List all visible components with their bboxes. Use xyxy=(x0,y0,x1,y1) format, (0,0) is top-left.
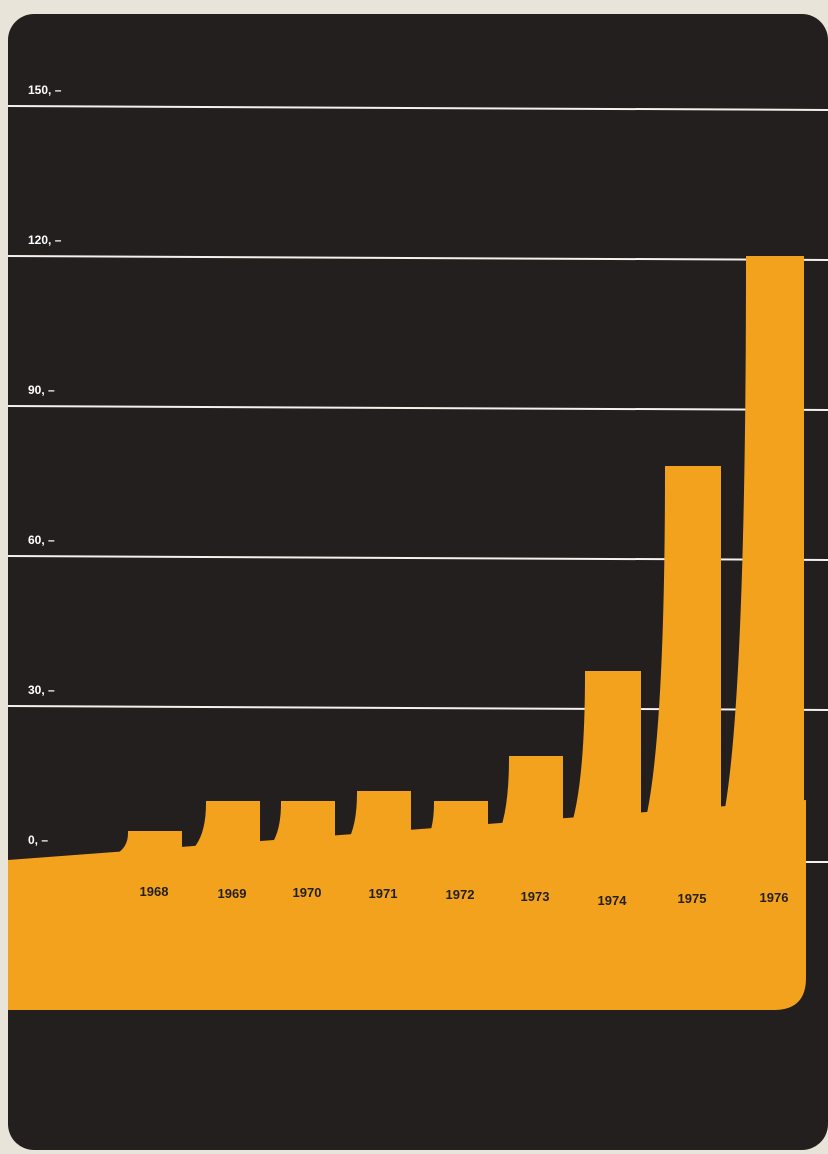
bar-1971 xyxy=(315,791,411,860)
bar-1973 xyxy=(467,756,563,860)
x-tick-label-1972: 1972 xyxy=(446,887,475,902)
x-tick-label-1974: 1974 xyxy=(598,893,628,908)
gridline-150 xyxy=(8,105,828,111)
y-tick-label-90: 90, – xyxy=(28,383,55,397)
bar-1974 xyxy=(543,671,641,860)
y-tick-label-30: 30, – xyxy=(28,683,55,697)
x-tick-label-1976: 1976 xyxy=(760,890,789,905)
x-tick-label-1970: 1970 xyxy=(293,885,322,900)
bar-1970 xyxy=(239,801,335,860)
bar-1968 xyxy=(86,831,182,860)
chart-card: 0, – 30, – 60, – 90, – 120, – 150, – 1968 1969 1… xyxy=(8,14,828,1150)
y-tick-label-0: 0, – xyxy=(28,833,48,847)
y-tick-label-120: 120, – xyxy=(28,233,62,247)
bar-1976 xyxy=(704,256,804,860)
bar-chart: 0, – 30, – 60, – 90, – 120, – 150, – 1968 1969 1… xyxy=(8,83,828,1010)
bar-1969 xyxy=(164,801,260,860)
y-tick-label-150: 150, – xyxy=(28,83,62,97)
gridline-120 xyxy=(8,255,828,261)
chart-layer: 0, – 30, – 60, – 90, – 120, – 150, – 1968 1969 1… xyxy=(8,83,828,1010)
x-tick-label-1973: 1973 xyxy=(521,889,550,904)
x-tick-label-1968: 1968 xyxy=(140,884,169,899)
x-tick-label-1971: 1971 xyxy=(369,886,398,901)
gridline-90 xyxy=(8,405,828,411)
bar-1972 xyxy=(392,801,488,860)
y-tick-label-60: 60, – xyxy=(28,533,55,547)
bar-1975 xyxy=(623,466,721,860)
x-tick-label-1969: 1969 xyxy=(218,886,247,901)
x-tick-label-1975: 1975 xyxy=(678,891,707,906)
